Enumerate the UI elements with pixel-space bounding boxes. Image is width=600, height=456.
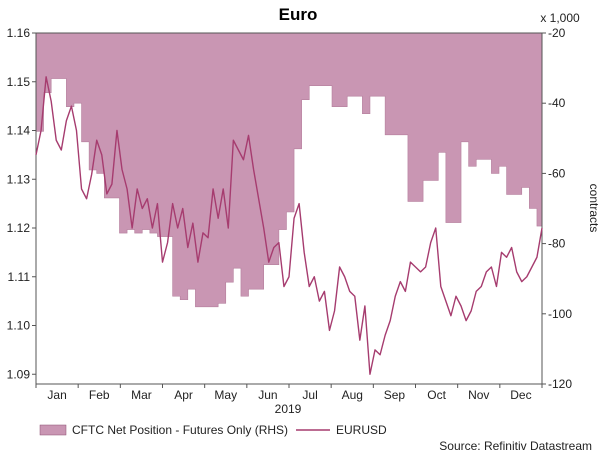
x-axis-tick-label: Jan: [47, 388, 66, 402]
legend-swatch-cftc: [39, 424, 67, 436]
x-axis-tick-label: Feb: [89, 388, 110, 402]
right-axis-tick-label: -120: [548, 377, 572, 391]
x-axis-tick-label: Aug: [342, 388, 363, 402]
x-axis-tick-label: Apr: [174, 388, 193, 402]
left-axis-tick-label: 1.11: [8, 270, 31, 284]
x-axis-tick-label: Mar: [131, 388, 152, 402]
right-axis-tick-label: -20: [548, 26, 566, 40]
left-axis-tick-label: 1.12: [7, 221, 31, 235]
x-axis-tick-label: Sep: [384, 388, 406, 402]
x-axis-tick-label: May: [214, 388, 237, 402]
left-axis-tick-label: 1.16: [7, 26, 31, 40]
left-axis-tick-label: 1.13: [7, 172, 31, 186]
left-axis-tick-label: 1.10: [7, 319, 31, 333]
x-axis-tick-label: Dec: [510, 388, 531, 402]
x-axis-tick-label: Nov: [468, 388, 489, 402]
left-axis-tick-label: 1.09: [7, 367, 31, 381]
left-axis-tick-label: 1.14: [7, 124, 31, 138]
source-note: Source: Refinitiv Datastream: [439, 439, 592, 453]
chart-title: Euro: [279, 5, 318, 24]
x-axis-tick-label: Jun: [258, 388, 277, 402]
eurusd-line: [35, 76, 543, 375]
x-axis-year-label: 2019: [275, 402, 302, 416]
plot-area: 1.09 1.10 1.11 1.12 1.13 1.14 1.15 1.16 -20 -40 -6…: [7, 26, 573, 402]
legend-label-eurusd: EURUSD: [336, 423, 387, 437]
right-axis-tick-label: -100: [548, 307, 572, 321]
cftc-net-position-area: [35, 32, 543, 308]
right-axis-tick-label: -40: [548, 96, 566, 110]
x-axis-tick-label: Oct: [427, 388, 446, 402]
right-axis-tick-label: -60: [548, 166, 566, 180]
right-axis-title: contracts: [587, 184, 600, 233]
legend-label-cftc: CFTC Net Position - Futures Only (RHS): [72, 423, 288, 437]
legend: CFTC Net Position - Futures Only (RHS) E…: [39, 423, 387, 437]
right-axis-multiplier: x 1,000: [540, 11, 580, 25]
left-axis-tick-label: 1.15: [7, 75, 31, 89]
x-axis-tick-label: Jul: [302, 388, 317, 402]
right-axis-tick-label: -80: [548, 237, 566, 251]
